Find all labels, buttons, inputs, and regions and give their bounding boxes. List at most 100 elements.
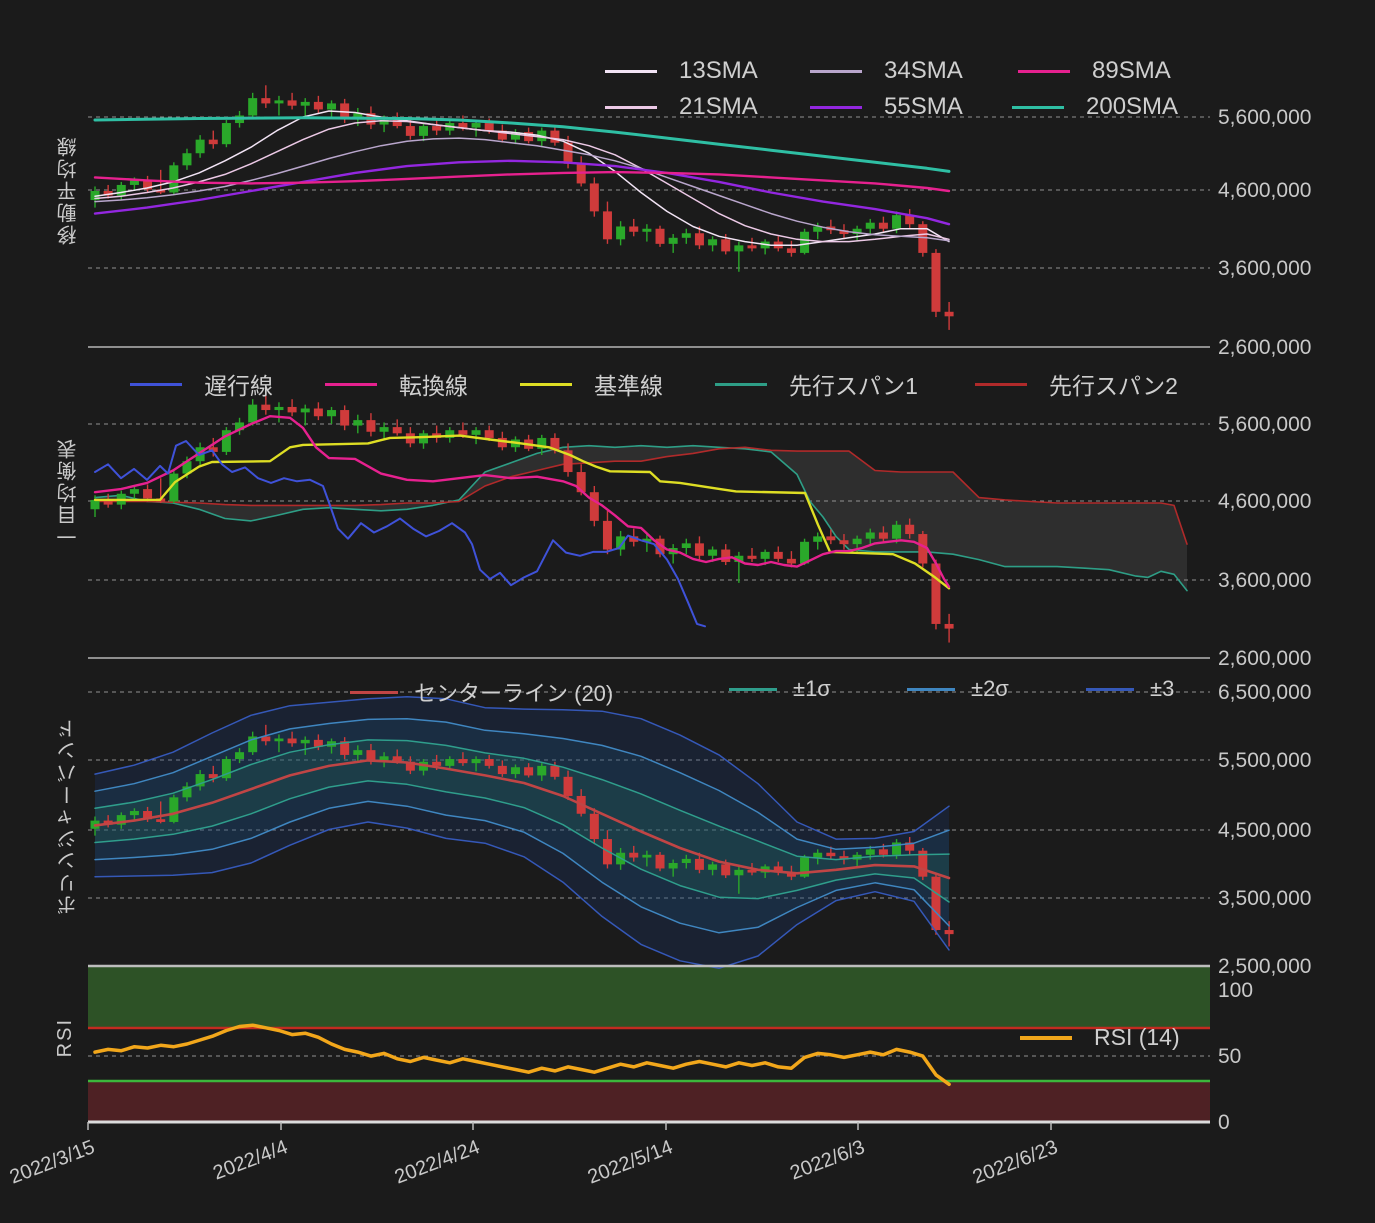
legend-item-span2[interactable]: 先行スパン2 [975, 367, 1178, 401]
sma-candle [129, 180, 139, 185]
bollinger-candle [221, 759, 231, 779]
sma-candle [182, 153, 192, 166]
y-axis-label-sma: 3,600,000 [1218, 257, 1311, 280]
ichimoku-candle [379, 427, 389, 432]
ichimoku-cloud [95, 445, 1187, 591]
legend-item-rsi[interactable]: RSI (14) [1020, 1024, 1180, 1051]
sma-candle [261, 98, 271, 104]
sma-candle [458, 123, 468, 128]
legend-item-centerline[interactable]: センターライン (20) [350, 676, 613, 708]
legend-item-chikou[interactable]: 遅行線 [130, 367, 273, 401]
bollinger-candle [826, 852, 836, 857]
ichimoku-candle [182, 461, 192, 474]
ichimoku-candle [629, 536, 639, 542]
x-axis-label: 2022/5/14 [585, 1136, 676, 1188]
bollinger-lower-2sigma [94, 800, 950, 934]
bollinger-candle [458, 759, 468, 764]
senkou-span2-line [94, 446, 1188, 545]
bollinger-candle [484, 759, 494, 766]
ichimoku-candle [340, 410, 350, 426]
ichimoku-candle [129, 489, 139, 494]
ichimoku-candle [708, 549, 718, 556]
sma-candle [642, 228, 652, 232]
y-axis-label-bollinger: 6,500,000 [1218, 681, 1311, 704]
21sma-swatch [605, 105, 657, 109]
bollinger-candle [497, 765, 507, 775]
sma-candle [484, 123, 494, 131]
sma-candle [944, 311, 954, 317]
sma-candle [905, 215, 915, 225]
sma-candle [629, 226, 639, 232]
34sma-line [94, 137, 950, 242]
bollinger-candle [589, 813, 599, 840]
sma-candle [589, 183, 599, 212]
ichimoku-candle [813, 536, 823, 542]
legend-item-55sma[interactable]: 55SMA [810, 93, 963, 121]
sma-candle [248, 98, 258, 116]
sma-candle [668, 237, 678, 244]
bollinger-upper-1sigma [94, 739, 950, 861]
panel-title-bollinger: ボリンジャーバンド [58, 717, 80, 915]
senkou-span1-line [94, 444, 1188, 592]
ichimoku-candle [800, 541, 810, 564]
y-axis-label-rsi: 50 [1218, 1045, 1241, 1068]
sigma2-swatch [907, 687, 955, 691]
ichimoku-candle [353, 420, 363, 426]
sma-candle [156, 189, 166, 193]
sma-candle [510, 132, 520, 140]
legend-item-200sma[interactable]: 200SMA [1012, 93, 1178, 121]
ichimoku-candle [681, 543, 691, 548]
bollinger-candle [182, 786, 192, 798]
y-axis-label-bollinger: 3,500,000 [1218, 887, 1311, 910]
bollinger-candle [445, 759, 455, 766]
bollinger-band-fill [95, 739, 949, 902]
x-axis-label: 2022/4/24 [392, 1136, 483, 1188]
legend-item-sigma1[interactable]: ±1σ [729, 676, 831, 702]
ichimoku-candle [589, 492, 599, 521]
200sma-swatch [1012, 105, 1064, 109]
legend-item-span1[interactable]: 先行スパン1 [715, 367, 918, 401]
legend-item-tenkan[interactable]: 転換線 [325, 367, 468, 401]
ichimoku-candle [576, 472, 586, 493]
panel-title-sma: 移動平均線 [58, 135, 80, 245]
sma-candle [708, 239, 718, 246]
bollinger-candle [931, 876, 941, 931]
55sma-line [93, 159, 951, 226]
ichimoku-candle [300, 408, 310, 413]
sigma3-swatch [1086, 687, 1134, 691]
ichimoku-candle [497, 437, 507, 448]
sma-candle [721, 239, 731, 252]
sma-candle [786, 248, 796, 253]
legend-item-21sma[interactable]: 21SMA [605, 93, 758, 121]
legend-item-sigma2[interactable]: ±2σ [907, 676, 1009, 702]
y-axis-label-ichimoku: 3,600,000 [1218, 569, 1311, 592]
legend-item-34sma[interactable]: 34SMA [810, 57, 963, 85]
legend-item-89sma[interactable]: 89SMA [1018, 57, 1171, 85]
13sma-line [94, 110, 950, 247]
legend-item-sigma3[interactable]: ±3 [1086, 676, 1174, 702]
x-axis-label: 2022/3/15 [7, 1136, 98, 1188]
ichimoku-candle [261, 404, 271, 411]
bollinger-upper-3sigma [94, 696, 950, 840]
legend-item-13sma[interactable]: 13SMA [605, 57, 758, 85]
sma-candle [563, 142, 573, 164]
ichimoku-candle [208, 447, 218, 452]
ichimoku-candle [484, 430, 494, 438]
bollinger-candle [773, 866, 783, 873]
sma-candle [602, 211, 612, 240]
sma-candle [353, 113, 363, 119]
sma-candle [313, 101, 323, 110]
bollinger-candle [129, 811, 139, 816]
sma-candle [734, 245, 744, 252]
sma-candle [497, 130, 507, 140]
bollinger-candle [156, 819, 166, 822]
kijun-swatch [520, 382, 572, 386]
ichimoku-candle [274, 406, 284, 411]
sma-candle [878, 222, 888, 229]
sma-candle [800, 231, 810, 253]
legend-item-kijun[interactable]: 基準線 [520, 367, 663, 401]
y-axis-label-rsi: 0 [1218, 1111, 1230, 1134]
bollinger-candle [668, 863, 678, 869]
panel-title-ichimoku: 一目均衡表 [58, 437, 80, 547]
